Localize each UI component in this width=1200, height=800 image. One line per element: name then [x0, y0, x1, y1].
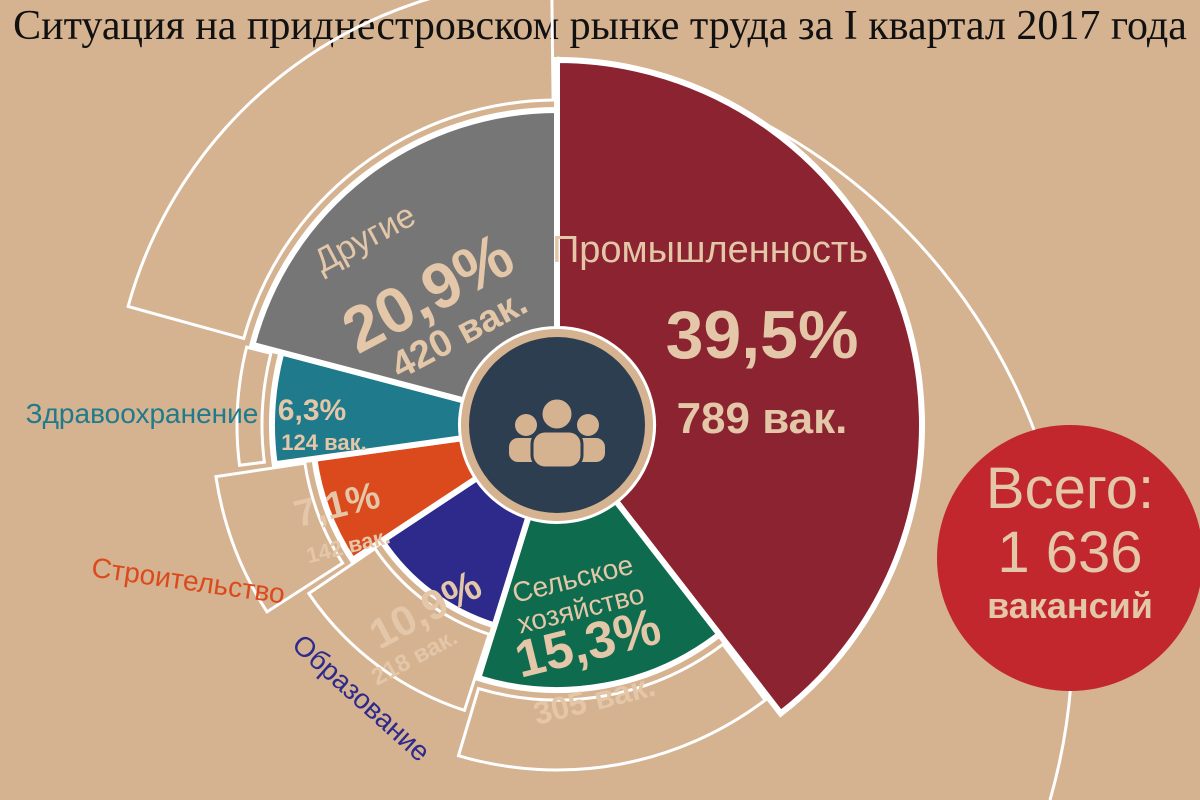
total-unit: вакансий: [987, 585, 1153, 626]
outline-health: [235, 345, 273, 467]
outline-education: [306, 546, 492, 713]
count-industry: 789 вак.: [677, 394, 848, 443]
percent-industry: 39,5%: [666, 297, 859, 373]
category-construction: Строительство: [90, 552, 287, 610]
people-group-icon: [509, 396, 605, 470]
category-health: Здравоохранение: [26, 398, 259, 429]
outline-construction: [214, 461, 345, 614]
total-badge: Всего: 1 636 вакансий: [937, 425, 1200, 691]
count-health: 124 вак.: [281, 430, 366, 455]
percent-health: 6,3%: [278, 394, 346, 427]
category-industry: Промышленность: [552, 229, 868, 271]
outline-other: [126, 0, 555, 341]
center-badge: [461, 329, 653, 521]
chart-title: Ситуация на приднестровском рынке труда …: [13, 3, 1187, 49]
total-label: Всего:: [986, 456, 1154, 521]
total-value: 1 636: [997, 520, 1142, 585]
outline-agriculture: [456, 642, 768, 772]
